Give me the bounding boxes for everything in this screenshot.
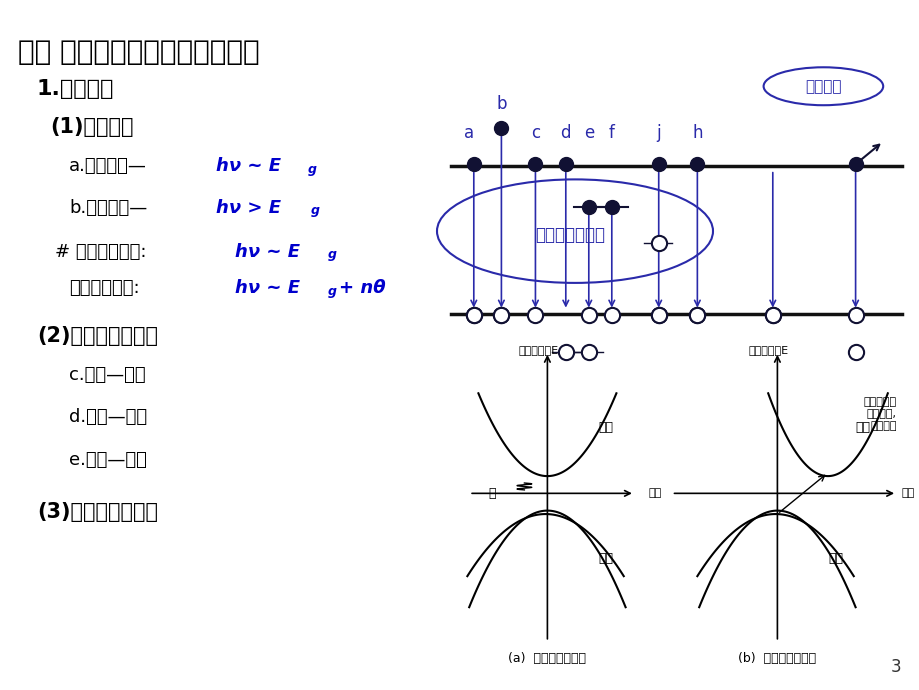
Text: hν ~ E: hν ~ E bbox=[234, 279, 300, 297]
Text: 一、 辐射复合与非辐射复合过程: 一、 辐射复合与非辐射复合过程 bbox=[18, 38, 260, 66]
Point bbox=[651, 310, 665, 321]
Text: a.本征复合—: a.本征复合— bbox=[69, 157, 147, 175]
Text: h: h bbox=[691, 124, 702, 142]
Text: 导带: 导带 bbox=[855, 422, 869, 434]
Text: d.施主—价带: d.施主—价带 bbox=[69, 408, 147, 426]
Text: (3)深能级杂质复合: (3)深能级杂质复合 bbox=[37, 502, 158, 522]
Point bbox=[466, 310, 481, 321]
Text: c.导带—受主: c.导带—受主 bbox=[69, 366, 145, 384]
Text: f: f bbox=[608, 124, 614, 142]
Text: g: g bbox=[311, 204, 320, 217]
Point bbox=[528, 159, 542, 170]
Point bbox=[651, 159, 665, 170]
Text: 价带: 价带 bbox=[597, 553, 612, 565]
Point bbox=[558, 159, 573, 170]
Text: g: g bbox=[308, 163, 317, 176]
Text: 价带: 价带 bbox=[827, 553, 842, 565]
Text: g: g bbox=[327, 248, 336, 262]
Point bbox=[604, 201, 618, 213]
Text: (b)  间接带隙半导体: (b) 间接带隙半导体 bbox=[738, 652, 815, 665]
Text: 光: 光 bbox=[488, 487, 495, 500]
Text: 电子的能量E: 电子的能量E bbox=[747, 345, 788, 355]
Text: 波矢: 波矢 bbox=[648, 489, 661, 498]
Point bbox=[847, 310, 862, 321]
Text: (1)带间复合: (1)带间复合 bbox=[51, 117, 134, 137]
Text: b.高能复合—: b.高能复合— bbox=[69, 199, 147, 217]
Text: hν ~ E: hν ~ E bbox=[216, 157, 281, 175]
Point bbox=[466, 310, 481, 321]
Text: e.施主—受主: e.施主—受主 bbox=[69, 451, 147, 469]
Text: c: c bbox=[530, 124, 539, 142]
Point bbox=[558, 346, 573, 357]
Text: 间接带隙复合:: 间接带隙复合: bbox=[69, 279, 140, 297]
Point bbox=[466, 159, 481, 170]
Point bbox=[494, 122, 508, 133]
Point bbox=[494, 310, 508, 321]
Text: b: b bbox=[495, 95, 506, 113]
Point bbox=[689, 310, 704, 321]
Point bbox=[689, 310, 704, 321]
Text: hν > E: hν > E bbox=[216, 199, 281, 217]
Point bbox=[651, 310, 665, 321]
Point bbox=[581, 310, 596, 321]
Text: 俄歇复合: 俄歇复合 bbox=[804, 79, 841, 94]
Text: # 直接带隙复合:: # 直接带隙复合: bbox=[55, 243, 146, 261]
Text: 必须伴随动
量的变化,
不易复合: 必须伴随动 量的变化, 不易复合 bbox=[863, 397, 896, 431]
Text: a: a bbox=[463, 124, 474, 142]
Text: 电子的能量E: 电子的能量E bbox=[517, 345, 558, 355]
Point bbox=[765, 310, 779, 321]
Text: + nθ: + nθ bbox=[338, 279, 385, 297]
Text: e: e bbox=[583, 124, 594, 142]
Text: d: d bbox=[560, 124, 571, 142]
Point bbox=[581, 346, 596, 357]
Point bbox=[651, 237, 665, 248]
Point bbox=[604, 310, 618, 321]
Text: g: g bbox=[327, 285, 336, 298]
Text: 导带: 导带 bbox=[597, 422, 612, 434]
Text: (a)  直接带隙半导体: (a) 直接带隙半导体 bbox=[508, 652, 585, 665]
Text: j: j bbox=[655, 124, 661, 142]
Text: (2)杂质与带间复合: (2)杂质与带间复合 bbox=[37, 326, 158, 346]
Point bbox=[847, 159, 862, 170]
Text: 可能的辐射复合: 可能的辐射复合 bbox=[535, 226, 605, 244]
Point bbox=[689, 159, 704, 170]
Text: 波矢: 波矢 bbox=[901, 489, 913, 498]
Point bbox=[581, 201, 596, 213]
Text: 3: 3 bbox=[890, 658, 901, 676]
Text: 1.辐射复合: 1.辐射复合 bbox=[37, 79, 114, 99]
Point bbox=[765, 310, 779, 321]
Point bbox=[494, 310, 508, 321]
Point bbox=[847, 346, 862, 357]
Text: hν ~ E: hν ~ E bbox=[234, 243, 300, 261]
Point bbox=[528, 310, 542, 321]
